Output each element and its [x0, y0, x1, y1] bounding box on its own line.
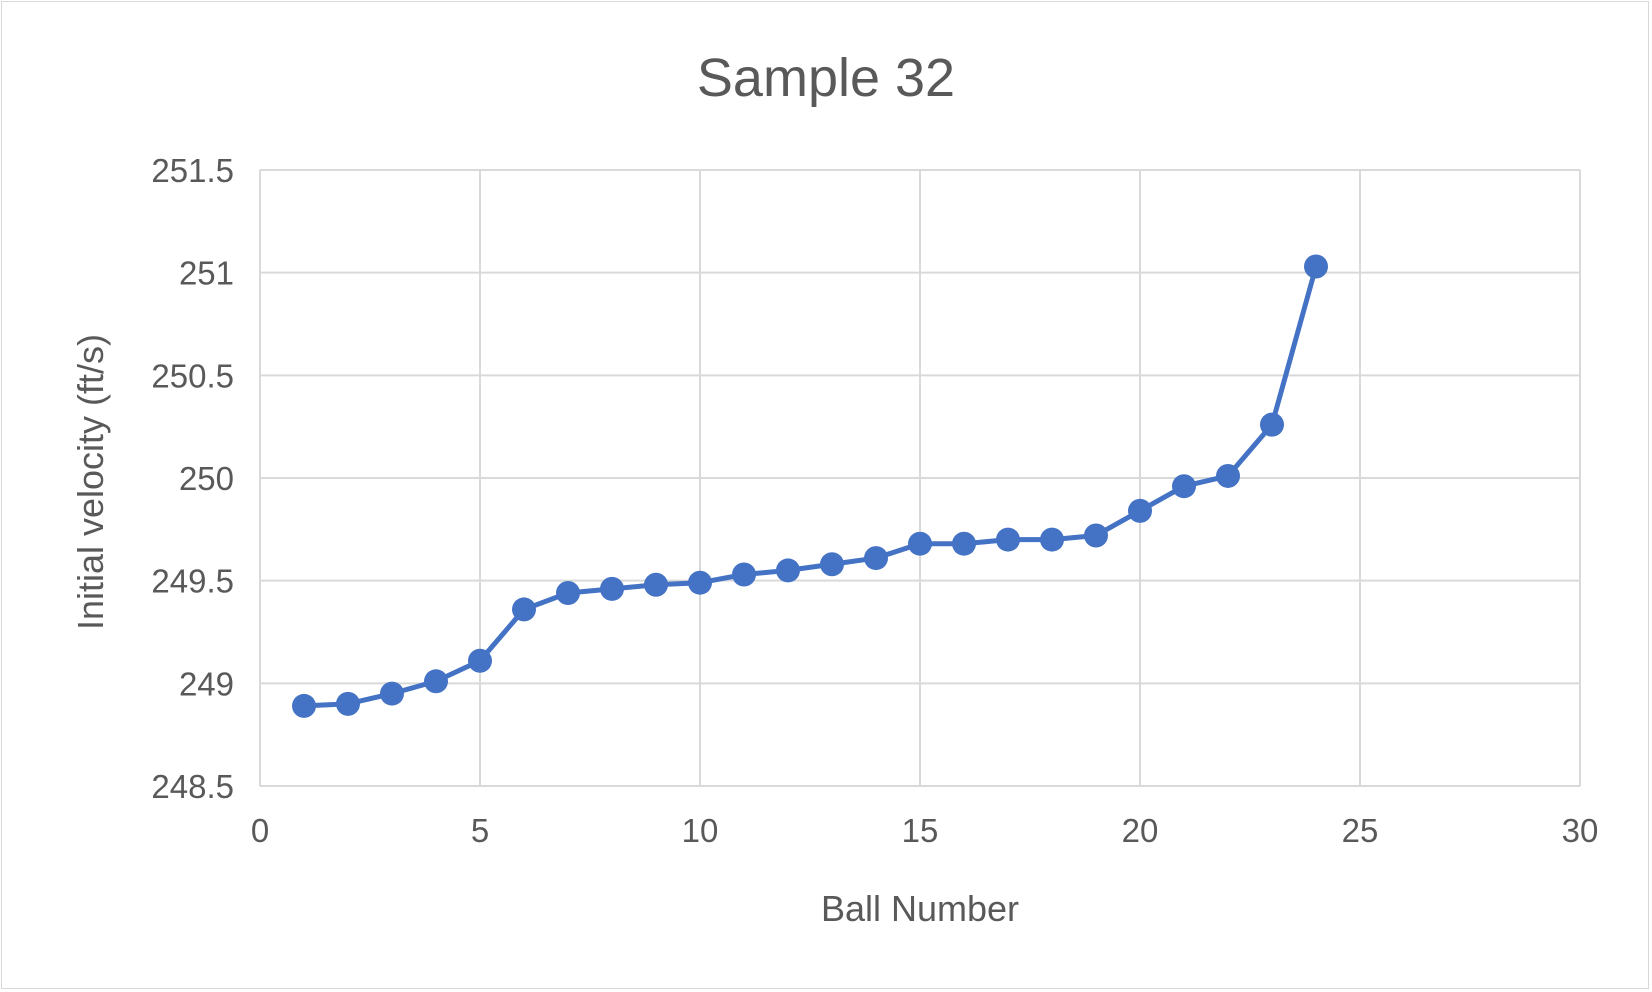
data-point [556, 580, 580, 605]
data-point [380, 681, 404, 706]
chart-title: Sample 32 [697, 48, 955, 108]
data-series [292, 254, 1328, 718]
x-tick-label: 30 [1562, 812, 1599, 849]
grid-lines [259, 169, 1581, 787]
x-tick-label: 0 [251, 812, 269, 849]
data-point [644, 572, 668, 597]
data-point [512, 597, 536, 622]
x-axis-title: Ball Number [821, 888, 1019, 929]
data-point [864, 546, 888, 571]
data-point [292, 693, 316, 718]
data-point [732, 562, 756, 587]
data-point [952, 531, 976, 556]
data-point [336, 691, 360, 716]
y-axis-title: Initial velocity (ft/s) [70, 334, 111, 630]
y-axis-tick-labels: 248.5 249 249.5 250 250.5 251 251.5 [151, 152, 234, 805]
data-point [688, 570, 712, 595]
data-point [424, 669, 448, 694]
x-tick-label: 25 [1342, 812, 1379, 849]
data-point [1304, 254, 1328, 279]
y-tick-label: 250 [179, 460, 234, 497]
data-point [820, 552, 844, 577]
y-tick-label: 249.5 [151, 563, 234, 600]
data-point [1260, 412, 1284, 437]
x-axis-tick-labels: 0 5 10 15 20 25 30 [251, 812, 1599, 849]
data-point [1040, 527, 1064, 552]
x-tick-label: 15 [902, 812, 939, 849]
data-point [600, 576, 624, 601]
data-point [1128, 498, 1152, 523]
y-tick-label: 248.5 [151, 768, 234, 805]
data-point [996, 527, 1020, 552]
x-tick-label: 20 [1122, 812, 1159, 849]
data-point [1084, 523, 1108, 548]
series-line [303, 265, 1319, 709]
data-point [1172, 474, 1196, 499]
y-tick-label: 249 [179, 665, 234, 702]
y-tick-label: 251 [179, 255, 234, 292]
data-point [776, 558, 800, 583]
y-tick-label: 251.5 [151, 152, 234, 189]
y-tick-label: 250.5 [151, 357, 234, 394]
data-point [1216, 463, 1240, 488]
x-tick-label: 5 [471, 812, 489, 849]
data-point [468, 648, 492, 673]
data-point [908, 531, 932, 556]
x-tick-label: 10 [682, 812, 719, 849]
